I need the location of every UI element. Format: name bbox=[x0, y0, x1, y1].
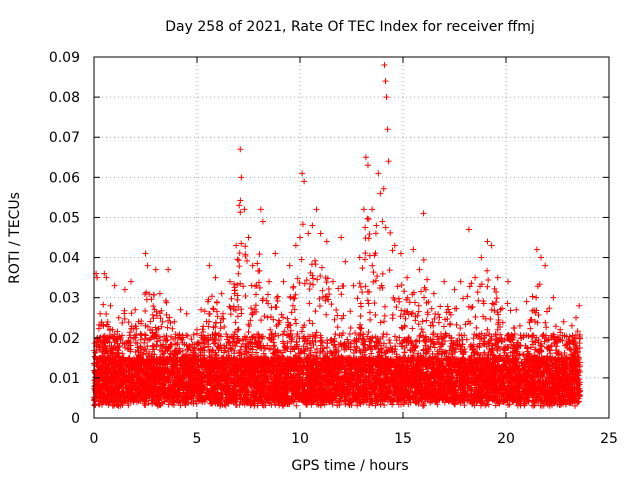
data-point bbox=[417, 332, 424, 339]
data-point bbox=[395, 295, 402, 302]
chart-title: Day 258 of 2021, Rate Of TEC Index for r… bbox=[165, 19, 535, 35]
data-point bbox=[159, 318, 166, 325]
data-point bbox=[493, 288, 500, 295]
data-point bbox=[245, 329, 252, 336]
data-point bbox=[381, 303, 388, 310]
data-point bbox=[323, 279, 330, 286]
data-point bbox=[356, 280, 363, 287]
data-point bbox=[413, 337, 420, 344]
data-point bbox=[237, 347, 244, 354]
data-point bbox=[436, 314, 443, 321]
data-point bbox=[328, 301, 335, 308]
data-point bbox=[137, 343, 144, 350]
data-point bbox=[288, 309, 295, 316]
data-point bbox=[169, 325, 176, 332]
data-point bbox=[205, 323, 212, 330]
data-point bbox=[147, 318, 154, 325]
data-point bbox=[364, 215, 371, 222]
data-point bbox=[431, 344, 438, 351]
data-point bbox=[468, 280, 475, 287]
data-point bbox=[267, 326, 274, 333]
data-point bbox=[255, 279, 262, 286]
data-point bbox=[387, 229, 394, 236]
data-point bbox=[292, 316, 299, 323]
data-point bbox=[316, 303, 323, 310]
data-point bbox=[398, 324, 405, 331]
data-point bbox=[516, 322, 523, 329]
data-point bbox=[280, 314, 287, 321]
data-point bbox=[362, 224, 369, 231]
data-point bbox=[359, 289, 366, 296]
data-point bbox=[464, 293, 471, 300]
data-point bbox=[484, 326, 491, 333]
data-point bbox=[213, 308, 220, 315]
data-point bbox=[299, 221, 306, 228]
data-point bbox=[409, 325, 416, 332]
data-point bbox=[435, 319, 442, 326]
data-point bbox=[234, 292, 241, 299]
data-point bbox=[430, 330, 437, 337]
data-point bbox=[291, 306, 298, 313]
data-point bbox=[163, 311, 170, 318]
data-point bbox=[453, 321, 460, 328]
data-point bbox=[310, 275, 317, 282]
data-point bbox=[252, 291, 259, 298]
data-point bbox=[391, 333, 398, 340]
data-point bbox=[382, 224, 389, 231]
data-point bbox=[210, 306, 217, 313]
data-points bbox=[91, 62, 584, 409]
data-point bbox=[478, 330, 485, 337]
data-point bbox=[463, 336, 470, 343]
data-point bbox=[235, 326, 242, 333]
data-point bbox=[306, 286, 313, 293]
data-point bbox=[232, 319, 239, 326]
data-point bbox=[298, 328, 305, 335]
data-point bbox=[545, 336, 552, 343]
data-point bbox=[226, 303, 233, 310]
data-point bbox=[248, 305, 255, 312]
data-point bbox=[440, 323, 447, 330]
data-point bbox=[466, 283, 473, 290]
data-point bbox=[373, 222, 380, 229]
data-point bbox=[293, 402, 300, 409]
data-point bbox=[420, 256, 427, 263]
data-point bbox=[318, 264, 325, 271]
data-point bbox=[461, 402, 468, 409]
data-point bbox=[552, 323, 559, 330]
data-point bbox=[366, 309, 373, 316]
data-point bbox=[372, 333, 379, 340]
data-point bbox=[293, 320, 300, 327]
data-point bbox=[103, 310, 110, 317]
data-point bbox=[166, 314, 173, 321]
data-point bbox=[338, 315, 345, 322]
data-point bbox=[199, 326, 206, 333]
data-point bbox=[179, 347, 186, 354]
data-point bbox=[477, 352, 484, 359]
data-point bbox=[200, 323, 207, 330]
data-point bbox=[234, 313, 241, 320]
data-point bbox=[347, 308, 354, 315]
data-point bbox=[366, 231, 373, 238]
data-point bbox=[408, 310, 415, 317]
